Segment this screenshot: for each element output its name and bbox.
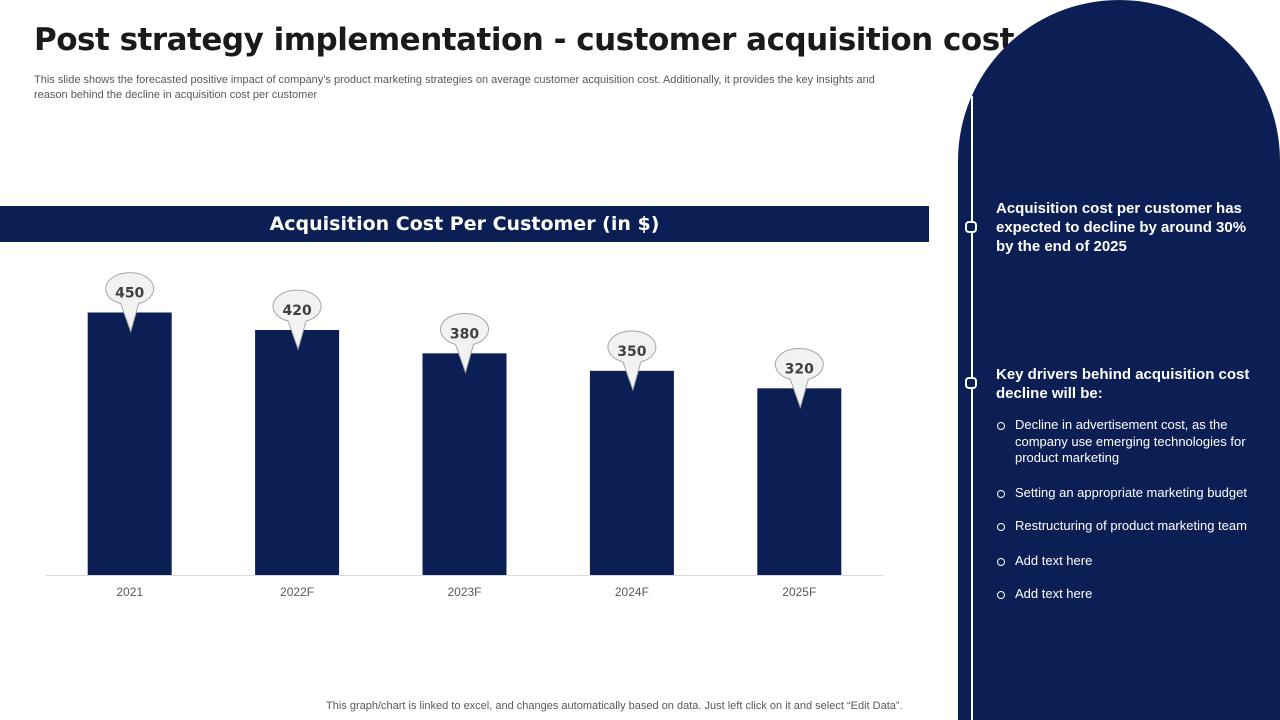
footnote: This graph/chart is linked to excel, and… xyxy=(326,700,903,712)
data-label-callout xyxy=(774,348,824,409)
data-label-2025F: 320 xyxy=(785,361,814,377)
data-label-callout xyxy=(440,313,489,374)
hollow-circle-bullet-icon xyxy=(997,489,1005,498)
page-subtitle: This slide shows the forecasted positive… xyxy=(34,74,875,101)
bar-2022F xyxy=(255,330,340,575)
bar-2021 xyxy=(87,312,172,575)
driver-item-text: Restructuring of product marketing team xyxy=(1015,518,1247,533)
data-label-2022F: 420 xyxy=(282,303,311,319)
x-tick-label: 2021 xyxy=(116,585,143,599)
driver-item: Setting an appropriate marketing budget xyxy=(996,485,1258,502)
data-label-callout xyxy=(272,289,322,351)
timeline-line xyxy=(971,96,973,720)
bar-2024F xyxy=(589,370,674,575)
driver-item: Add text here xyxy=(996,553,1258,570)
driver-item-text: Add text here xyxy=(1015,552,1093,568)
data-label-callout xyxy=(607,330,657,392)
data-label-2023F: 380 xyxy=(450,326,479,342)
drivers-list: Decline in advertisement cost, as the co… xyxy=(996,417,1258,603)
driver-item-text: Setting an appropriate marketing budget xyxy=(1015,484,1247,500)
hollow-circle-bullet-icon xyxy=(997,557,1005,566)
data-label-2024F: 350 xyxy=(617,344,646,360)
page-title: Post strategy implementation - customer … xyxy=(34,22,1014,58)
driver-item: Add text here xyxy=(996,586,1258,603)
hollow-circle-bullet-icon xyxy=(997,591,1005,599)
chart-title: Acquisition Cost Per Customer (in $) xyxy=(0,206,929,242)
timeline-marker-drivers xyxy=(965,377,977,389)
x-tick-label: 2022F xyxy=(280,585,314,599)
insights-panel xyxy=(958,0,1280,720)
data-label-2021: 450 xyxy=(115,286,144,302)
x-tick-label: 2025F xyxy=(782,585,816,599)
driver-item-text: Decline in advertisement cost, as the co… xyxy=(1015,417,1246,465)
bar-2023F xyxy=(422,353,507,575)
drivers-heading: Key drivers behind acquisition cost decl… xyxy=(996,366,1250,402)
x-tick-label: 2024F xyxy=(615,585,649,599)
hollow-circle-bullet-icon xyxy=(997,523,1005,531)
x-tick-label: 2023F xyxy=(447,585,481,599)
timeline-marker-insight xyxy=(965,221,977,233)
data-label-callout xyxy=(105,272,155,334)
driver-item-text: Add text here xyxy=(1015,586,1093,601)
driver-item: Restructuring of product marketing team xyxy=(996,518,1258,535)
bar-2025F xyxy=(757,388,842,575)
hollow-circle-bullet-icon xyxy=(997,422,1005,430)
driver-item: Decline in advertisement cost, as the co… xyxy=(996,417,1258,467)
acquisition-cost-bar-chart: 450 2021 420 2022F 380 2023F 350 2024F 320 2025F xyxy=(46,272,883,599)
insight-text: Acquisition cost per customer has expect… xyxy=(996,200,1247,255)
